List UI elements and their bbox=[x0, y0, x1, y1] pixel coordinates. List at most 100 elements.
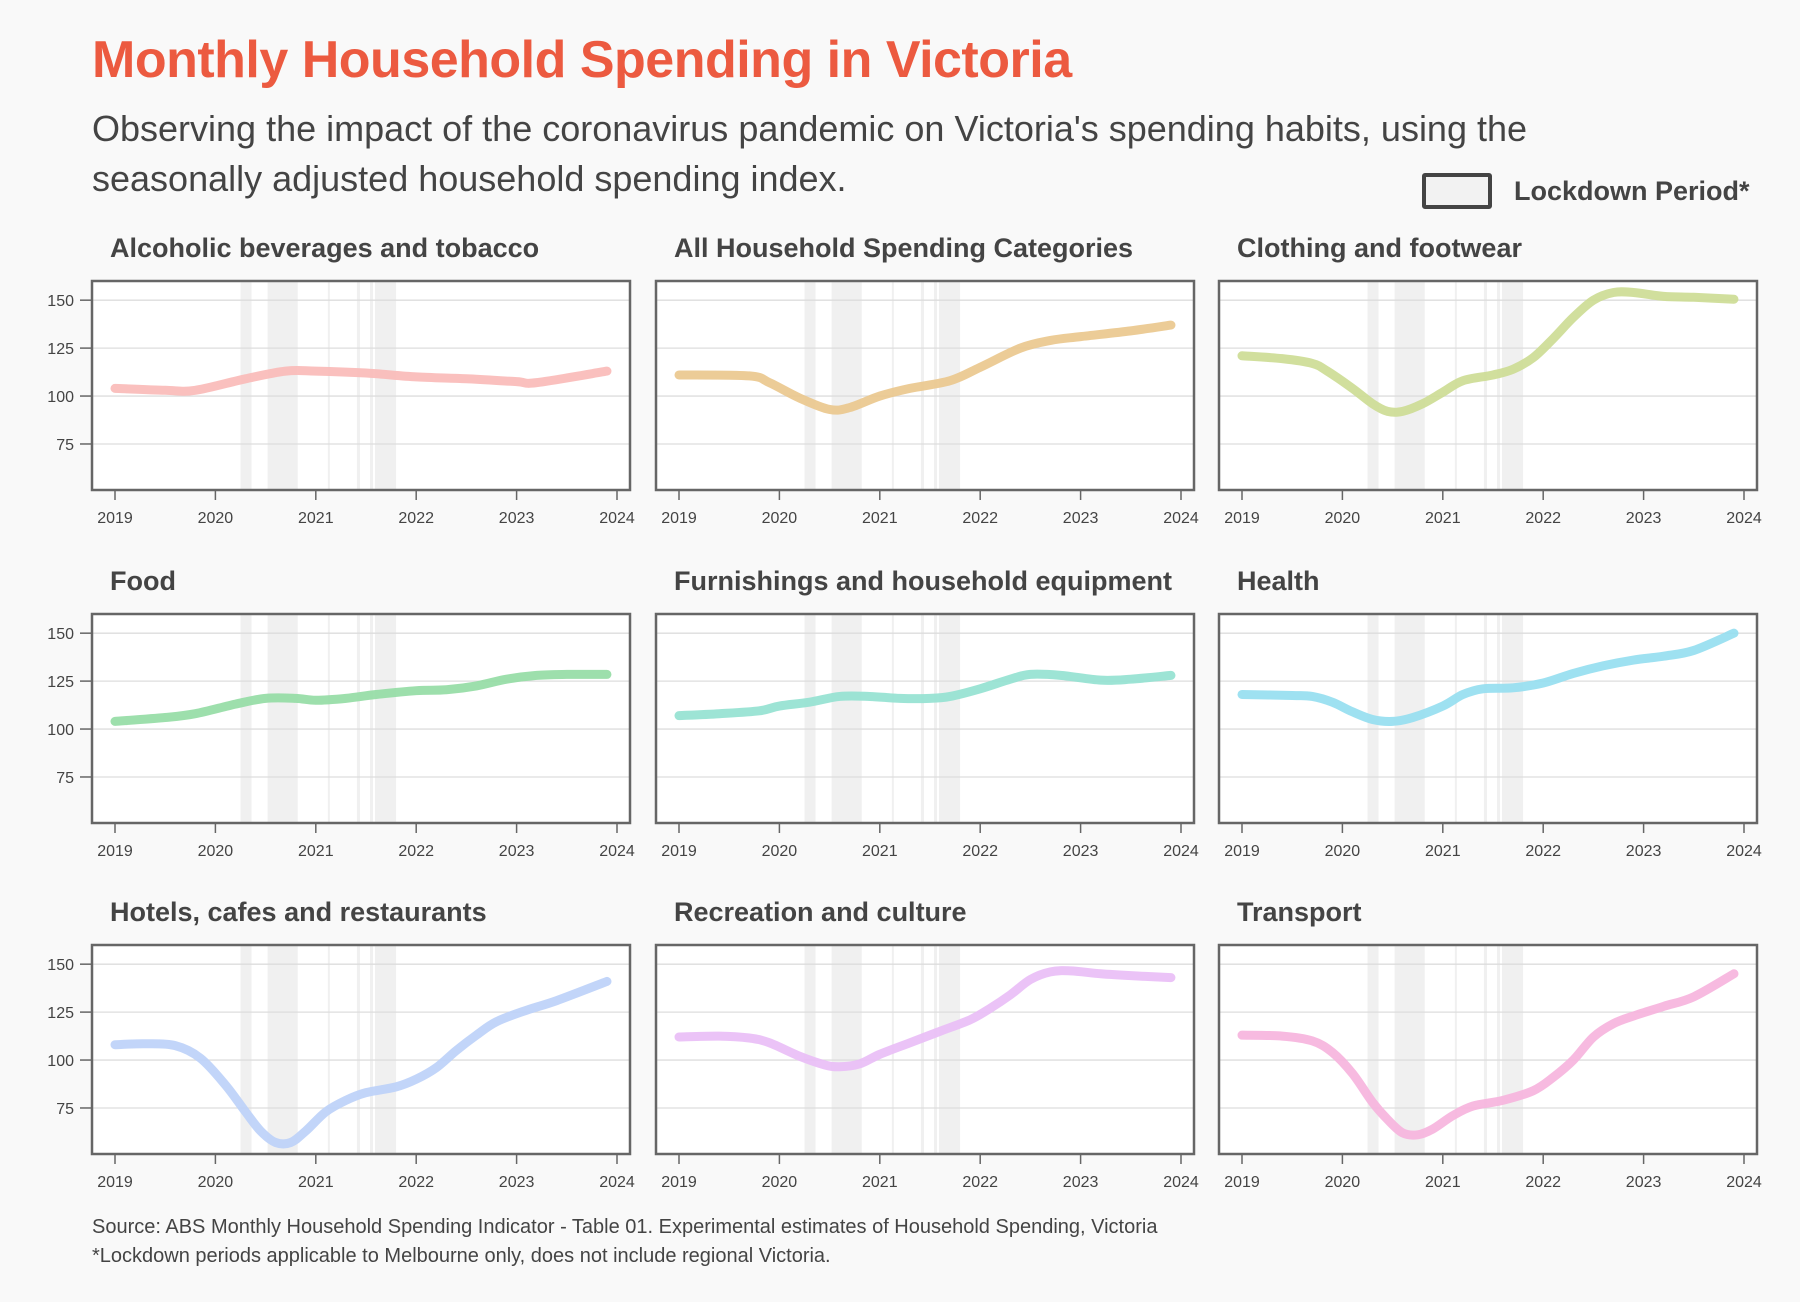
lockdown-band bbox=[1502, 614, 1524, 823]
x-tick-label: 2020 bbox=[1325, 843, 1361, 860]
series-line bbox=[110, 976, 612, 1149]
x-tick-label: 2020 bbox=[198, 510, 234, 527]
x-tick-label: 2022 bbox=[1525, 510, 1561, 527]
lockdown-band bbox=[920, 614, 924, 823]
lockdown-band bbox=[1502, 945, 1524, 1154]
plot-frame bbox=[654, 612, 1196, 825]
y-tick-label: 125 bbox=[47, 674, 74, 691]
x-tick-label: 2023 bbox=[1063, 1174, 1099, 1191]
x-tick-label: 2019 bbox=[1224, 1174, 1260, 1191]
lockdown-band bbox=[1454, 945, 1457, 1154]
plot-frame bbox=[1217, 279, 1759, 492]
panel-chart: 2019 2020 2021 2022 2023 2024 bbox=[1217, 612, 1762, 860]
legend: Lockdown Period* bbox=[1422, 173, 1750, 209]
lockdown-band bbox=[1502, 281, 1524, 490]
series-line bbox=[1237, 969, 1739, 1140]
lockdown-band bbox=[1367, 281, 1379, 490]
series-line bbox=[674, 669, 1176, 721]
x-tick-label: 2024 bbox=[599, 843, 635, 860]
x-tick-label: 2023 bbox=[1626, 1174, 1662, 1191]
x-tick-label: 2019 bbox=[1224, 843, 1260, 860]
x-tick-label: 2020 bbox=[762, 843, 798, 860]
x-tick-label: 2020 bbox=[762, 510, 798, 527]
x-tick-label: 2021 bbox=[298, 1174, 334, 1191]
plot-frame bbox=[654, 279, 1196, 492]
x-tick-label: 2024 bbox=[1726, 510, 1762, 527]
panel-chart: 2019 2020 2021 2022 2023 2024 bbox=[654, 943, 1199, 1191]
lockdown-band bbox=[356, 945, 360, 1154]
panel-chart: 2019 2020 2021 2022 2023 2024 bbox=[1217, 943, 1762, 1191]
x-tick-label: 2023 bbox=[1626, 843, 1662, 860]
lockdown-band bbox=[375, 614, 397, 823]
plot-area bbox=[1219, 281, 1757, 490]
page-title: Monthly Household Spending in Victoria bbox=[92, 31, 1072, 89]
y-tick-label: 125 bbox=[47, 341, 74, 358]
x-tick-label: 2019 bbox=[1224, 510, 1260, 527]
panel-chart: 2019 2020 2021 2022 2023 2024 bbox=[654, 279, 1199, 527]
plot-area bbox=[656, 614, 1194, 823]
x-tick-label: 2022 bbox=[1525, 843, 1561, 860]
x-tick-label: 2019 bbox=[661, 510, 697, 527]
lockdown-band bbox=[1483, 281, 1487, 490]
x-tick-label: 2021 bbox=[862, 510, 898, 527]
x-tick-label: 2021 bbox=[1425, 843, 1461, 860]
lockdown-band bbox=[939, 614, 961, 823]
y-tick-label: 75 bbox=[56, 770, 74, 787]
plot-area bbox=[656, 945, 1194, 1154]
plot-frame bbox=[654, 943, 1196, 1156]
series-line bbox=[110, 669, 612, 726]
lockdown-band bbox=[267, 614, 298, 823]
x-tick-label: 2021 bbox=[298, 510, 334, 527]
plot-frame bbox=[90, 612, 632, 825]
lockdown-band bbox=[1497, 614, 1501, 823]
y-tick-label: 75 bbox=[56, 1101, 74, 1118]
lockdown-band bbox=[375, 945, 397, 1154]
panel-chart: 75 100 125 150 2019 2020 2021 2022 2023 2024 bbox=[47, 279, 635, 527]
series-line bbox=[674, 966, 1176, 1072]
series-line bbox=[674, 320, 1176, 415]
x-tick-label: 2020 bbox=[198, 843, 234, 860]
x-tick-label: 2019 bbox=[97, 510, 133, 527]
y-tick-label: 100 bbox=[47, 1053, 74, 1070]
x-tick-label: 2023 bbox=[499, 1174, 535, 1191]
panel-title: Health bbox=[1237, 566, 1320, 596]
x-tick-label: 2021 bbox=[1425, 1174, 1461, 1191]
x-tick-label: 2022 bbox=[962, 1174, 998, 1191]
y-tick-label: 150 bbox=[47, 957, 74, 974]
x-tick-label: 2020 bbox=[762, 1174, 798, 1191]
lockdown-band bbox=[934, 614, 938, 823]
panel-chart: 2019 2020 2021 2022 2023 2024 bbox=[654, 612, 1199, 860]
lockdown-band bbox=[1394, 281, 1425, 490]
y-tick-label: 125 bbox=[47, 1005, 74, 1022]
panel-chart: 2019 2020 2021 2022 2023 2024 bbox=[1217, 279, 1762, 527]
x-tick-label: 2019 bbox=[97, 1174, 133, 1191]
lockdown-band bbox=[891, 614, 894, 823]
lockdown-band bbox=[831, 614, 862, 823]
x-tick-label: 2021 bbox=[1425, 510, 1461, 527]
lockdown-band bbox=[356, 281, 360, 490]
x-tick-label: 2023 bbox=[1063, 843, 1099, 860]
x-tick-label: 2022 bbox=[962, 510, 998, 527]
panel-title: Hotels, cafes and restaurants bbox=[110, 897, 487, 927]
legend-label: Lockdown Period* bbox=[1514, 175, 1750, 206]
lockdown-band bbox=[1454, 614, 1457, 823]
lockdown-band bbox=[920, 945, 924, 1154]
x-tick-label: 2024 bbox=[599, 510, 635, 527]
lockdown-band bbox=[267, 281, 298, 490]
page-subtitle: Observing the impact of the coronavirus … bbox=[92, 108, 1528, 199]
panel-title: Furnishings and household equipment bbox=[674, 566, 1172, 596]
x-tick-label: 2024 bbox=[1726, 843, 1762, 860]
panel-title: All Household Spending Categories bbox=[674, 233, 1134, 263]
lockdown-band bbox=[375, 281, 397, 490]
panel-title: Alcoholic beverages and tobacco bbox=[110, 233, 540, 263]
lockdown-band bbox=[831, 281, 862, 490]
lockdown-band bbox=[1497, 945, 1501, 1154]
plot-area bbox=[1219, 614, 1757, 823]
x-tick-label: 2024 bbox=[599, 1174, 635, 1191]
x-tick-label: 2021 bbox=[298, 843, 334, 860]
plot-frame bbox=[1217, 612, 1759, 825]
plot-frame bbox=[1217, 943, 1759, 1156]
panel-title: Clothing and footwear bbox=[1237, 233, 1522, 263]
lockdown-band bbox=[327, 614, 330, 823]
lockdown-footnote: *Lockdown periods applicable to Melbourn… bbox=[92, 1245, 831, 1267]
